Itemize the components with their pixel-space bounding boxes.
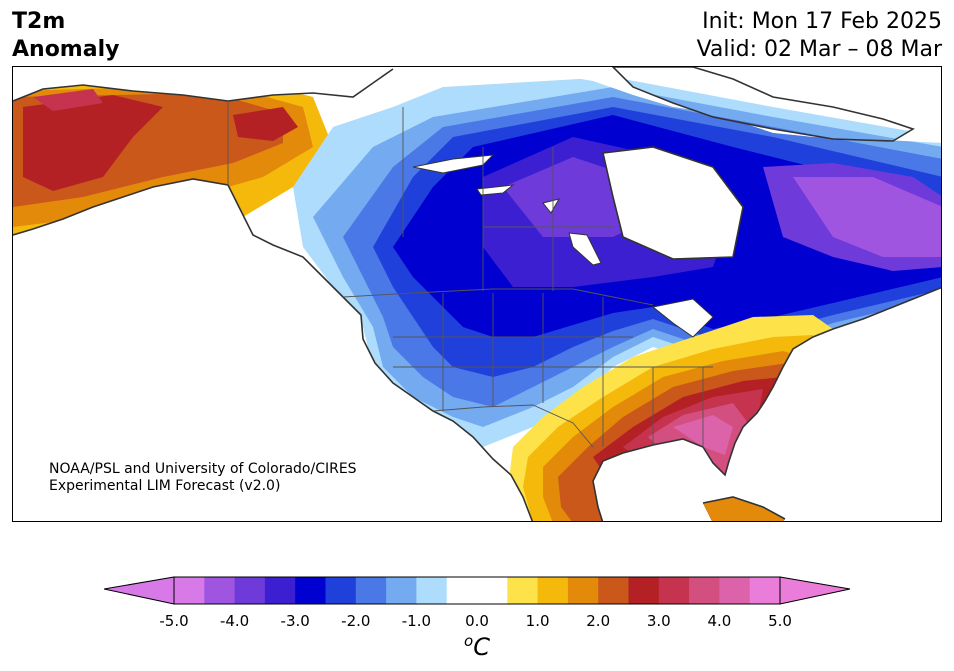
us-canada-border: [342, 288, 654, 306]
colorbar-tick-label: -4.0: [219, 612, 250, 630]
arctic-islands-coast: [611, 67, 915, 142]
colorbar-cell: [537, 577, 569, 604]
lake-winnipeg: [568, 232, 602, 266]
colorbar-outline: [173, 576, 781, 605]
colorbar-cell: [264, 577, 296, 604]
colorbar-cell: [355, 577, 387, 604]
colorbar-cell: [446, 577, 478, 604]
cuba-warm-anomaly: [703, 497, 785, 521]
political-borders: [227, 101, 713, 448]
colorbar-cell: [477, 577, 508, 604]
colorbar-cell: [386, 577, 417, 604]
great-bear-lake: [412, 154, 495, 174]
colorbar-tick-label: 1.0: [525, 612, 550, 630]
credit-line-2: Experimental LIM Forecast (v2.0): [49, 478, 281, 494]
colorbar-cell: [567, 577, 599, 604]
map-canvas: [13, 67, 941, 521]
colorbar-cell: [295, 577, 326, 604]
colorbar-cells: [174, 577, 781, 604]
colorbar-cell: [416, 577, 448, 604]
forecast-dates: Init: Mon 17 Feb 2025 Valid: 02 Mar – 08…: [697, 8, 942, 64]
lakes: [412, 146, 744, 338]
cuba-coast: [702, 496, 786, 520]
colorbar-tick-label: -2.0: [341, 612, 371, 630]
us-mexico-border: [432, 404, 594, 448]
colorbar-tick-label: 4.0: [707, 612, 732, 630]
colorbar-tick-label: -5.0: [159, 612, 189, 630]
hudson-bay-coast: [602, 146, 744, 260]
canada-provinces: [402, 107, 613, 291]
colorbar-cell: [204, 577, 236, 604]
us-states: [393, 293, 713, 447]
colorbar: [104, 576, 851, 605]
colorbar-tick-label: -3.0: [280, 612, 310, 630]
great-lakes: [651, 298, 714, 338]
colorbar-under-arrow: [104, 576, 175, 605]
colorbar-cell: [234, 577, 266, 604]
forecast-credit: NOAA/PSL and University of Colorado/CIRE…: [49, 461, 357, 495]
map-title: T2m Anomaly: [12, 8, 119, 64]
alaska-extreme-spot: [33, 89, 103, 111]
colorbar-unit: oC: [464, 632, 490, 661]
colorbar-cell: [689, 577, 720, 604]
colorbar-cell: [628, 577, 660, 604]
anomaly-map: [12, 66, 942, 522]
colorbar-cell: [174, 577, 205, 604]
unit-degree: o: [464, 632, 474, 650]
yukon-hot-spot: [233, 107, 298, 141]
valid-range: Valid: 02 Mar – 08 Mar: [696, 37, 942, 62]
alaska-hot-spot: [23, 95, 163, 191]
lake-athabasca: [542, 198, 561, 214]
great-slave-lake: [476, 184, 515, 196]
colorbar-tick-label: 5.0: [768, 612, 792, 630]
colorbar-tick-label: 3.0: [646, 612, 671, 630]
init-date: Init: Mon 17 Feb 2025: [702, 9, 942, 34]
unit-letter: C: [473, 633, 490, 661]
colorbar-tick-label: 2.0: [586, 612, 611, 630]
colorbar-cell: [749, 577, 781, 604]
colorbar-over-arrow: [779, 576, 851, 605]
title-variable: T2m: [12, 9, 66, 34]
credit-line-1: NOAA/PSL and University of Colorado/CIRE…: [49, 461, 357, 477]
colorbar-tick-label: -1.0: [401, 612, 432, 630]
colorbar-cell: [658, 577, 690, 604]
colorbar-cell: [507, 577, 539, 604]
labrador-extreme-cold: [793, 177, 941, 257]
title-subtitle: Anomaly: [12, 37, 120, 62]
colorbar-tick-label: 0.0: [465, 612, 489, 630]
colorbar-cell: [598, 577, 629, 604]
colorbar-cell: [719, 577, 751, 604]
atlantic-gulf-coast: [592, 286, 941, 521]
colorbar-cell: [325, 577, 357, 604]
